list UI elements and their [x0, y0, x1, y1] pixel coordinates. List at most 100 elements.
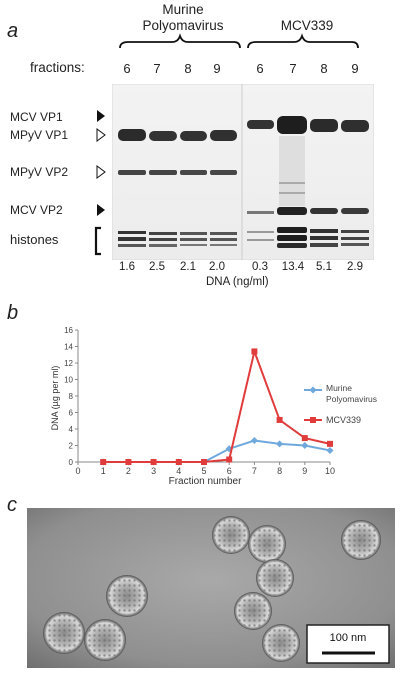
gel-band: [341, 243, 369, 246]
group-braces: [119, 33, 359, 49]
lane-number: 8: [320, 61, 328, 76]
band-label-mpyv-vp2: MPyV VP2: [10, 165, 69, 179]
x-tick-label: 10: [325, 466, 335, 476]
gel-band: [247, 211, 274, 214]
gel-band: [310, 236, 338, 240]
panel-c-letter: c: [7, 494, 17, 516]
data-point-square: [301, 435, 308, 442]
gel-band: [149, 238, 177, 241]
group-header-murine-line2: Polyomavirus: [142, 18, 224, 33]
x-tick-label: 2: [126, 466, 131, 476]
filled-arrow-icon: [97, 110, 105, 122]
x-tick-label: 1: [101, 466, 106, 476]
dna-value: 2.0: [209, 261, 225, 273]
virion-particle: [106, 575, 148, 617]
gel-band: [149, 244, 177, 247]
gel-band: [149, 232, 177, 235]
gel-band: [277, 243, 307, 248]
y-tick-label: 10: [64, 376, 73, 385]
group-header-murine: Murine Polyomavirus: [128, 2, 238, 34]
dna-axis-label: DNA (ng/ml): [206, 276, 269, 288]
data-point-diamond: [326, 446, 334, 454]
virion-particle: [234, 592, 272, 630]
dna-value: 0.3: [252, 261, 268, 273]
electron-micrograph: 100 nm: [27, 508, 395, 668]
series-line: [103, 347, 331, 463]
gel-band: [180, 170, 207, 175]
data-point-square: [327, 440, 333, 447]
x-tick-label: 6: [227, 466, 232, 476]
gel-band: [341, 230, 369, 233]
gel-band: [247, 231, 274, 233]
gel-band: [149, 131, 177, 141]
data-point-square: [251, 348, 258, 355]
brace-murine: [119, 33, 241, 49]
x-tick-label: 4: [176, 466, 181, 476]
lane-number: 6: [256, 61, 264, 76]
open-arrow-icon: [96, 165, 106, 179]
band-label-mcv-vp1: MCV VP1: [10, 110, 63, 124]
histones-bracket-icon: [94, 226, 101, 256]
gel-band: [277, 235, 307, 241]
band-label-mpyv-vp1: MPyV VP1: [10, 128, 69, 142]
chart-y-axis-label: DNA (µg per ml): [50, 366, 60, 431]
gel-band: [279, 192, 305, 194]
y-tick-label: 6: [69, 409, 74, 418]
legend-label-murine-line1: Murine: [326, 383, 352, 393]
y-tick-label: 2: [69, 442, 74, 451]
virion-particle: [84, 619, 126, 661]
gel-band: [118, 231, 146, 234]
fractions-label: fractions:: [30, 60, 85, 75]
x-tick-label: 3: [151, 466, 156, 476]
data-point-square: [175, 459, 182, 465]
gel-band: [210, 130, 237, 141]
data-point-diamond: [250, 437, 258, 445]
gel-band: [210, 170, 237, 175]
open-arrow-icon: [96, 128, 106, 142]
gel-band: [210, 238, 237, 241]
scale-bar-label: 100 nm: [330, 632, 367, 644]
gel-band: [341, 120, 369, 132]
data-point-diamond: [276, 440, 284, 448]
brace-mcv339: [247, 33, 359, 49]
x-tick-label: 9: [302, 466, 307, 476]
data-point-square: [201, 459, 207, 465]
dna-value: 1.6: [119, 261, 135, 273]
legend-label-murine-line2: Polyomavirus: [326, 394, 377, 404]
dna-value: 2.1: [180, 261, 196, 273]
data-point-square: [276, 416, 283, 423]
chart-x-axis-label: Fraction number: [169, 476, 242, 487]
band-label-mcv-vp2: MCV VP2: [10, 203, 63, 217]
gel-band: [277, 207, 307, 215]
y-tick-label: 4: [69, 425, 74, 434]
gel-band: [247, 120, 274, 129]
panel-a-letter: a: [7, 20, 19, 42]
gel-band: [180, 131, 207, 141]
gel-band: [118, 237, 146, 241]
dna-value: 2.9: [347, 261, 363, 273]
lane-number: 9: [213, 61, 221, 76]
gel-band: [310, 243, 338, 247]
y-tick-label: 14: [64, 343, 73, 352]
band-label-histones: histones: [10, 232, 59, 247]
lane-number: 7: [289, 61, 297, 76]
data-point-diamond: [301, 442, 309, 449]
virion-particle: [212, 516, 250, 554]
dna-value: 2.5: [149, 261, 165, 273]
chart-series: [99, 347, 334, 466]
gel-band: [310, 119, 338, 132]
virions: [43, 516, 381, 662]
panel-b-letter: b: [7, 302, 19, 324]
data-point-square: [125, 459, 132, 465]
gel-band: [341, 237, 369, 240]
y-tick-label: 8: [69, 392, 74, 401]
lane-number: 8: [184, 61, 192, 76]
gel-band: [277, 116, 307, 134]
gel-band: [341, 208, 369, 214]
x-tick-label: 5: [201, 466, 206, 476]
data-point-square: [226, 456, 233, 463]
gel-band: [118, 129, 146, 141]
scale-bar-box: [306, 624, 390, 664]
